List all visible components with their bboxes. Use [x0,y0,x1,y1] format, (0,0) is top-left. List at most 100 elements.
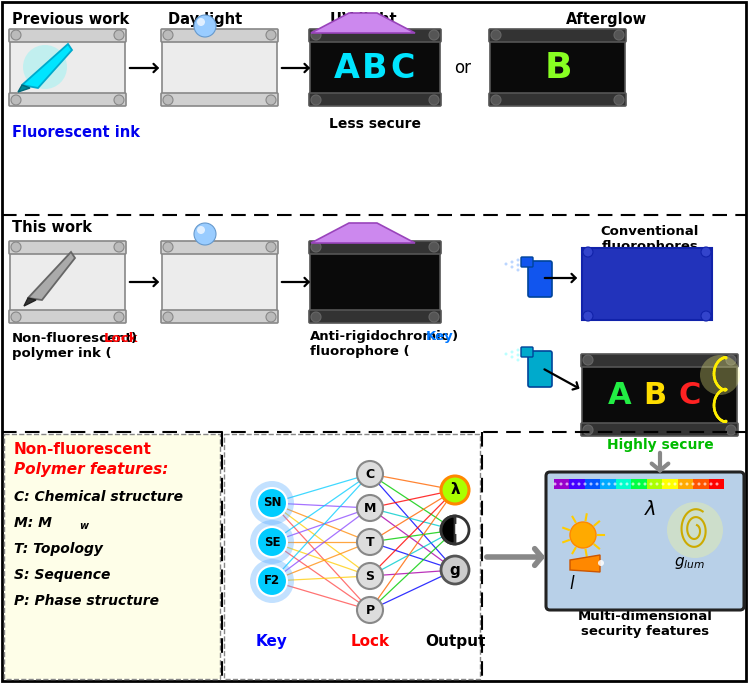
FancyBboxPatch shape [581,354,738,367]
Text: C: C [390,51,415,85]
Circle shape [194,223,216,245]
Text: C: C [366,467,375,481]
FancyBboxPatch shape [521,257,533,267]
Text: M: M [364,501,376,514]
Text: Non-fluorescent
polymer ink (: Non-fluorescent polymer ink ( [12,332,132,360]
Text: This work: This work [12,220,92,235]
FancyBboxPatch shape [9,93,126,106]
Text: Key: Key [256,634,288,649]
FancyBboxPatch shape [631,479,647,489]
Polygon shape [18,85,30,92]
Circle shape [701,247,711,257]
FancyBboxPatch shape [581,423,738,436]
Circle shape [197,18,205,26]
Polygon shape [22,44,72,88]
FancyBboxPatch shape [554,479,569,489]
FancyBboxPatch shape [309,93,441,106]
Circle shape [554,482,557,486]
FancyBboxPatch shape [616,479,631,489]
Circle shape [625,482,628,486]
Text: g: g [450,563,460,578]
FancyBboxPatch shape [569,479,585,489]
Circle shape [114,242,124,252]
Text: I: I [453,523,459,537]
Circle shape [194,15,216,37]
Text: Less secure: Less secure [329,117,421,131]
Circle shape [726,425,736,435]
FancyBboxPatch shape [489,29,626,42]
Text: Conventional
fluorophores: Conventional fluorophores [601,225,699,253]
Text: λ: λ [450,482,460,497]
Circle shape [704,482,707,486]
Circle shape [655,482,658,486]
Circle shape [357,597,383,623]
Circle shape [311,312,321,322]
FancyBboxPatch shape [9,241,126,254]
Circle shape [257,527,287,557]
Circle shape [577,482,580,486]
Text: B: B [545,51,571,85]
FancyBboxPatch shape [521,347,533,357]
Text: Fluorescent ink: Fluorescent ink [12,125,140,140]
Polygon shape [24,298,36,306]
Circle shape [510,355,513,359]
Text: Non-fluorescent: Non-fluorescent [14,442,152,457]
Circle shape [250,481,294,525]
FancyBboxPatch shape [693,479,708,489]
Circle shape [613,482,616,486]
Circle shape [700,355,740,395]
Circle shape [691,482,694,486]
Circle shape [11,312,21,322]
Text: C: C [679,380,701,410]
Text: w: w [79,521,88,531]
Circle shape [357,563,383,589]
FancyBboxPatch shape [161,29,278,42]
Circle shape [685,482,688,486]
Circle shape [667,502,723,558]
Text: A: A [334,51,360,85]
FancyBboxPatch shape [678,479,693,489]
Text: UV light: UV light [330,12,396,27]
Circle shape [595,482,598,486]
FancyBboxPatch shape [546,472,744,610]
Circle shape [607,482,610,486]
FancyBboxPatch shape [161,241,278,254]
Text: F2: F2 [264,574,280,587]
Text: Polymer features:: Polymer features: [14,462,168,477]
Circle shape [614,95,624,105]
Text: S: S [366,570,375,583]
Circle shape [257,488,287,518]
FancyBboxPatch shape [10,251,125,313]
Circle shape [598,560,604,566]
Circle shape [649,482,652,486]
Text: $g_{lum}$: $g_{lum}$ [675,555,705,571]
Circle shape [517,258,520,262]
Circle shape [23,45,67,89]
Circle shape [510,266,513,268]
Circle shape [163,30,173,40]
Circle shape [504,352,507,355]
Text: T: Topology: T: Topology [14,542,103,556]
Circle shape [517,354,520,357]
Circle shape [710,482,713,486]
Circle shape [517,359,520,361]
Circle shape [631,482,634,486]
FancyBboxPatch shape [309,310,441,323]
Circle shape [429,242,439,252]
FancyBboxPatch shape [162,39,277,96]
Circle shape [583,482,586,486]
Circle shape [114,30,124,40]
Text: ): ) [131,332,137,345]
Circle shape [565,482,568,486]
Circle shape [571,482,574,486]
Circle shape [11,30,21,40]
Circle shape [11,95,21,105]
Circle shape [114,95,124,105]
FancyBboxPatch shape [4,434,220,679]
Text: Lock: Lock [350,634,390,649]
Circle shape [11,242,21,252]
FancyBboxPatch shape [582,364,737,426]
Text: SE: SE [264,535,280,548]
Text: Output: Output [425,634,485,649]
Circle shape [589,482,592,486]
